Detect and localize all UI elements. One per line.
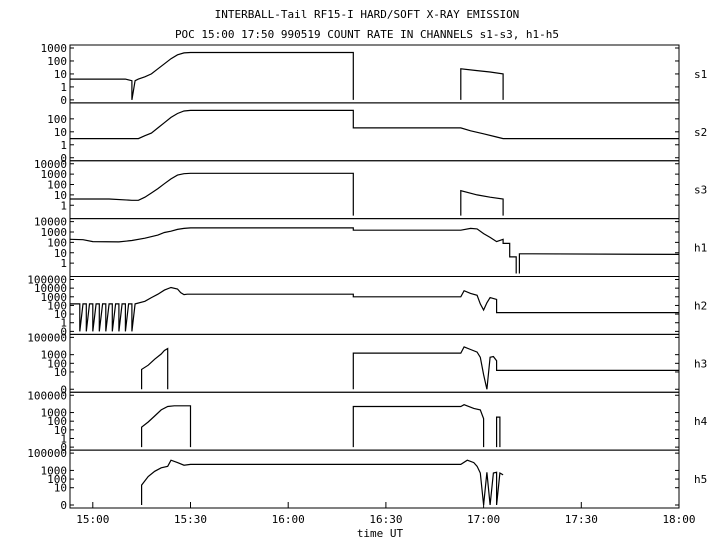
y-tick-label: 1 xyxy=(60,81,67,94)
y-tick-label: 10 xyxy=(54,247,67,260)
series-line-h1 xyxy=(69,227,517,274)
y-tick-label: 100 xyxy=(47,299,67,312)
x-tick-label: 17:00 xyxy=(467,513,500,526)
y-tick-label: 10 xyxy=(54,424,67,437)
channel-label: h5 xyxy=(694,473,707,486)
y-tick-label: 10 xyxy=(54,189,67,202)
channel-label: s2 xyxy=(694,126,707,139)
y-tick-label: 1000 xyxy=(41,42,68,55)
series-line-s1 xyxy=(70,51,354,100)
panel-frame xyxy=(69,44,680,104)
chart-title: INTERBALL-Tail RF15-I HARD/SOFT X-RAY EM… xyxy=(215,8,520,21)
y-tick-label: 10 xyxy=(54,126,67,139)
y-tick-label: 100000 xyxy=(27,447,67,460)
y-tick-label: 100 xyxy=(47,236,67,249)
y-tick-label: 100 xyxy=(47,357,67,370)
y-tick-label: 1000 xyxy=(41,291,68,304)
channel-label: s1 xyxy=(694,68,707,81)
y-tick-label: 1000 xyxy=(41,349,68,362)
y-tick-label: 1000 xyxy=(41,168,68,181)
panel-frame xyxy=(69,102,680,162)
y-tick-label: 100000 xyxy=(27,331,67,344)
x-axis: 15:00 15:30 16:00 16:30 17:00 17:30 18:00 xyxy=(76,502,696,526)
x-tick-label: 17:30 xyxy=(565,513,598,526)
series-line-h2 xyxy=(70,286,679,332)
panel-frame xyxy=(69,218,680,277)
panel-frame xyxy=(69,449,680,509)
series-line-h5 xyxy=(141,459,504,506)
series-line-s3 xyxy=(70,172,354,216)
y-tick-label: 100 xyxy=(47,415,67,428)
channel-label: h4 xyxy=(694,415,708,428)
series-line-h4 xyxy=(496,416,501,448)
x-tick-label: 16:00 xyxy=(272,513,305,526)
chart-subtitle: POC 15:00 17:50 990519 COUNT RATE IN CHA… xyxy=(175,28,559,41)
x-tick-label: 18:00 xyxy=(662,513,695,526)
y-tick-label: 1000 xyxy=(41,226,68,239)
x-tick-label: 15:00 xyxy=(76,513,109,526)
y-tick-label: 10000 xyxy=(34,158,67,171)
y-tick-label: 10000 xyxy=(34,282,67,295)
y-tick-label: 0 xyxy=(60,325,67,338)
y-tick-label: 1 xyxy=(60,257,67,270)
y-tick-label: 100000 xyxy=(27,389,67,402)
x-axis-label: time UT xyxy=(357,527,404,540)
y-tick-label: 100 xyxy=(47,473,67,486)
series-line-h3 xyxy=(141,347,169,390)
y-tick-label: 1 xyxy=(60,432,67,445)
y-tick-label: 1000 xyxy=(41,464,68,477)
channel-label: h3 xyxy=(694,357,707,370)
series-line-h1 xyxy=(518,253,680,274)
series-line-h4 xyxy=(141,405,192,448)
channel-label: s3 xyxy=(694,184,707,197)
panel-frame xyxy=(69,391,680,451)
series-line-s2 xyxy=(70,109,679,140)
series-line-s1 xyxy=(460,68,504,100)
y-tick-label: 0 xyxy=(60,94,67,107)
series-line-s3 xyxy=(460,189,504,216)
panel-group: 10001001010s11001010s2100001000100101s31… xyxy=(27,42,707,512)
x-tick-label: 16:30 xyxy=(369,513,402,526)
panel-frame xyxy=(69,160,680,220)
y-tick-label: 0 xyxy=(60,152,67,165)
y-tick-label: 1 xyxy=(60,317,67,330)
panel-frame xyxy=(69,276,680,335)
y-tick-label: 10000 xyxy=(34,216,67,229)
y-tick-label: 100 xyxy=(47,55,67,68)
y-tick-label: 10 xyxy=(54,366,67,379)
y-tick-label: 1 xyxy=(60,139,67,152)
series-line-h3 xyxy=(352,346,679,390)
channel-label: h2 xyxy=(694,299,707,312)
y-tick-label: 1 xyxy=(60,199,67,212)
y-tick-label: 10 xyxy=(54,68,67,81)
y-tick-label: 100 xyxy=(47,179,67,192)
y-tick-label: 0 xyxy=(60,383,67,396)
y-tick-label: 0 xyxy=(60,499,67,512)
channel-label: h1 xyxy=(694,242,707,255)
x-tick-label: 15:30 xyxy=(174,513,207,526)
panel-frame xyxy=(69,333,680,393)
y-tick-label: 1000 xyxy=(41,407,68,420)
y-tick-label: 100 xyxy=(47,113,67,126)
y-tick-label: 10 xyxy=(54,308,67,321)
y-tick-label: 100000 xyxy=(27,274,67,287)
series-line-h4 xyxy=(352,404,485,448)
y-tick-label: 10 xyxy=(54,482,67,495)
y-tick-label: 0 xyxy=(60,441,67,454)
